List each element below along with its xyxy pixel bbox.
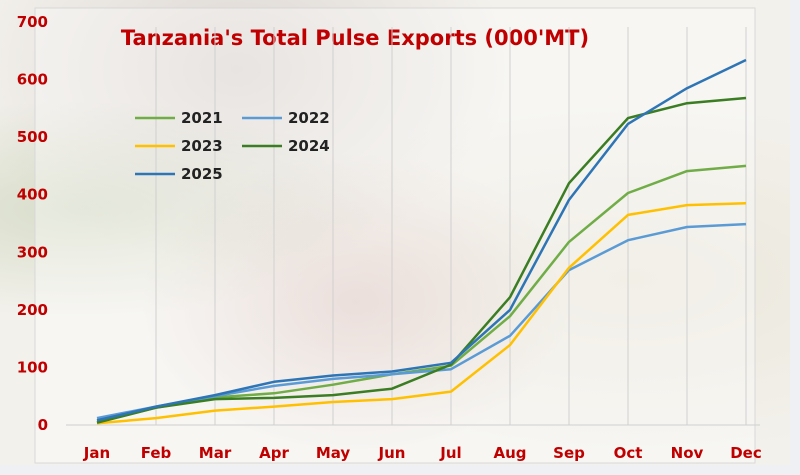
x-tick-label: Nov xyxy=(671,444,704,462)
x-tick-label: Sep xyxy=(553,444,585,462)
x-tick-label: Apr xyxy=(259,444,289,462)
x-tick-label: May xyxy=(316,444,351,462)
legend-item-2022: 2022 xyxy=(242,109,330,127)
x-axis: Jan Feb Mar Apr May Jun Jul Aug Sep Oct Nov Dec xyxy=(83,444,762,462)
legend-item-2021: 2021 xyxy=(135,109,223,127)
y-tick-label: 400 xyxy=(17,186,48,204)
chart-title: Tanzania's Total Pulse Exports (000'MT) xyxy=(121,26,589,50)
y-tick-label: 0 xyxy=(38,416,48,434)
x-tick-label: Dec xyxy=(730,444,762,462)
x-tick-label: Jan xyxy=(83,444,110,462)
y-tick-label: 200 xyxy=(17,301,48,319)
x-tick-label: Jul xyxy=(439,444,461,462)
legend-item-2025: 2025 xyxy=(135,165,223,183)
y-axis: 0 100 200 300 400 500 600 700 xyxy=(17,13,48,434)
legend-label: 2021 xyxy=(181,109,223,127)
series-line-2024 xyxy=(96,96,747,424)
legend-item-2023: 2023 xyxy=(135,137,223,155)
series-line-2023 xyxy=(96,202,747,425)
y-tick-label: 300 xyxy=(17,243,48,261)
line-chart: Tanzania's Total Pulse Exports (000'MT) … xyxy=(17,7,762,464)
gridlines xyxy=(66,27,760,426)
y-tick-label: 700 xyxy=(17,13,48,31)
x-tick-label: Oct xyxy=(614,444,643,462)
legend-label: 2022 xyxy=(288,109,330,127)
series-line-2025 xyxy=(96,58,747,422)
legend-label: 2024 xyxy=(288,137,330,155)
y-tick-label: 100 xyxy=(17,358,48,376)
legend-label: 2023 xyxy=(181,137,223,155)
legend-item-2024: 2024 xyxy=(242,137,330,155)
legend-label: 2025 xyxy=(181,165,223,183)
x-tick-label: Feb xyxy=(141,444,172,462)
x-tick-label: Jun xyxy=(378,444,406,462)
x-tick-label: Aug xyxy=(493,444,526,462)
legend: 2021 2022 2023 2024 2025 xyxy=(135,109,330,183)
x-tick-label: Mar xyxy=(199,444,232,462)
y-tick-label: 600 xyxy=(17,71,48,89)
series-lines xyxy=(96,58,747,425)
y-tick-label: 500 xyxy=(17,128,48,146)
chart-frame: Tanzania's Total Pulse Exports (000'MT) … xyxy=(0,0,790,465)
